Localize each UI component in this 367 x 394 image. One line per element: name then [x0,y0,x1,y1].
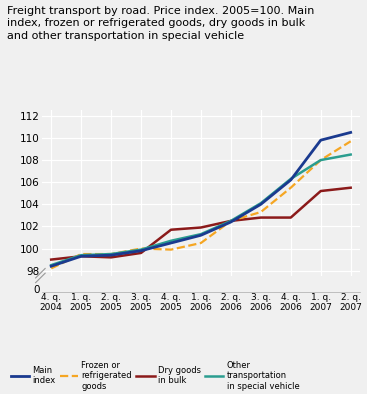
Text: Freight transport by road. Price index. 2005=100. Main
index, frozen or refriger: Freight transport by road. Price index. … [7,6,315,41]
Legend: Main
index, Frozen or
refrigerated
goods, Dry goods
in bulk, Other
transportatio: Main index, Frozen or refrigerated goods… [7,357,303,394]
